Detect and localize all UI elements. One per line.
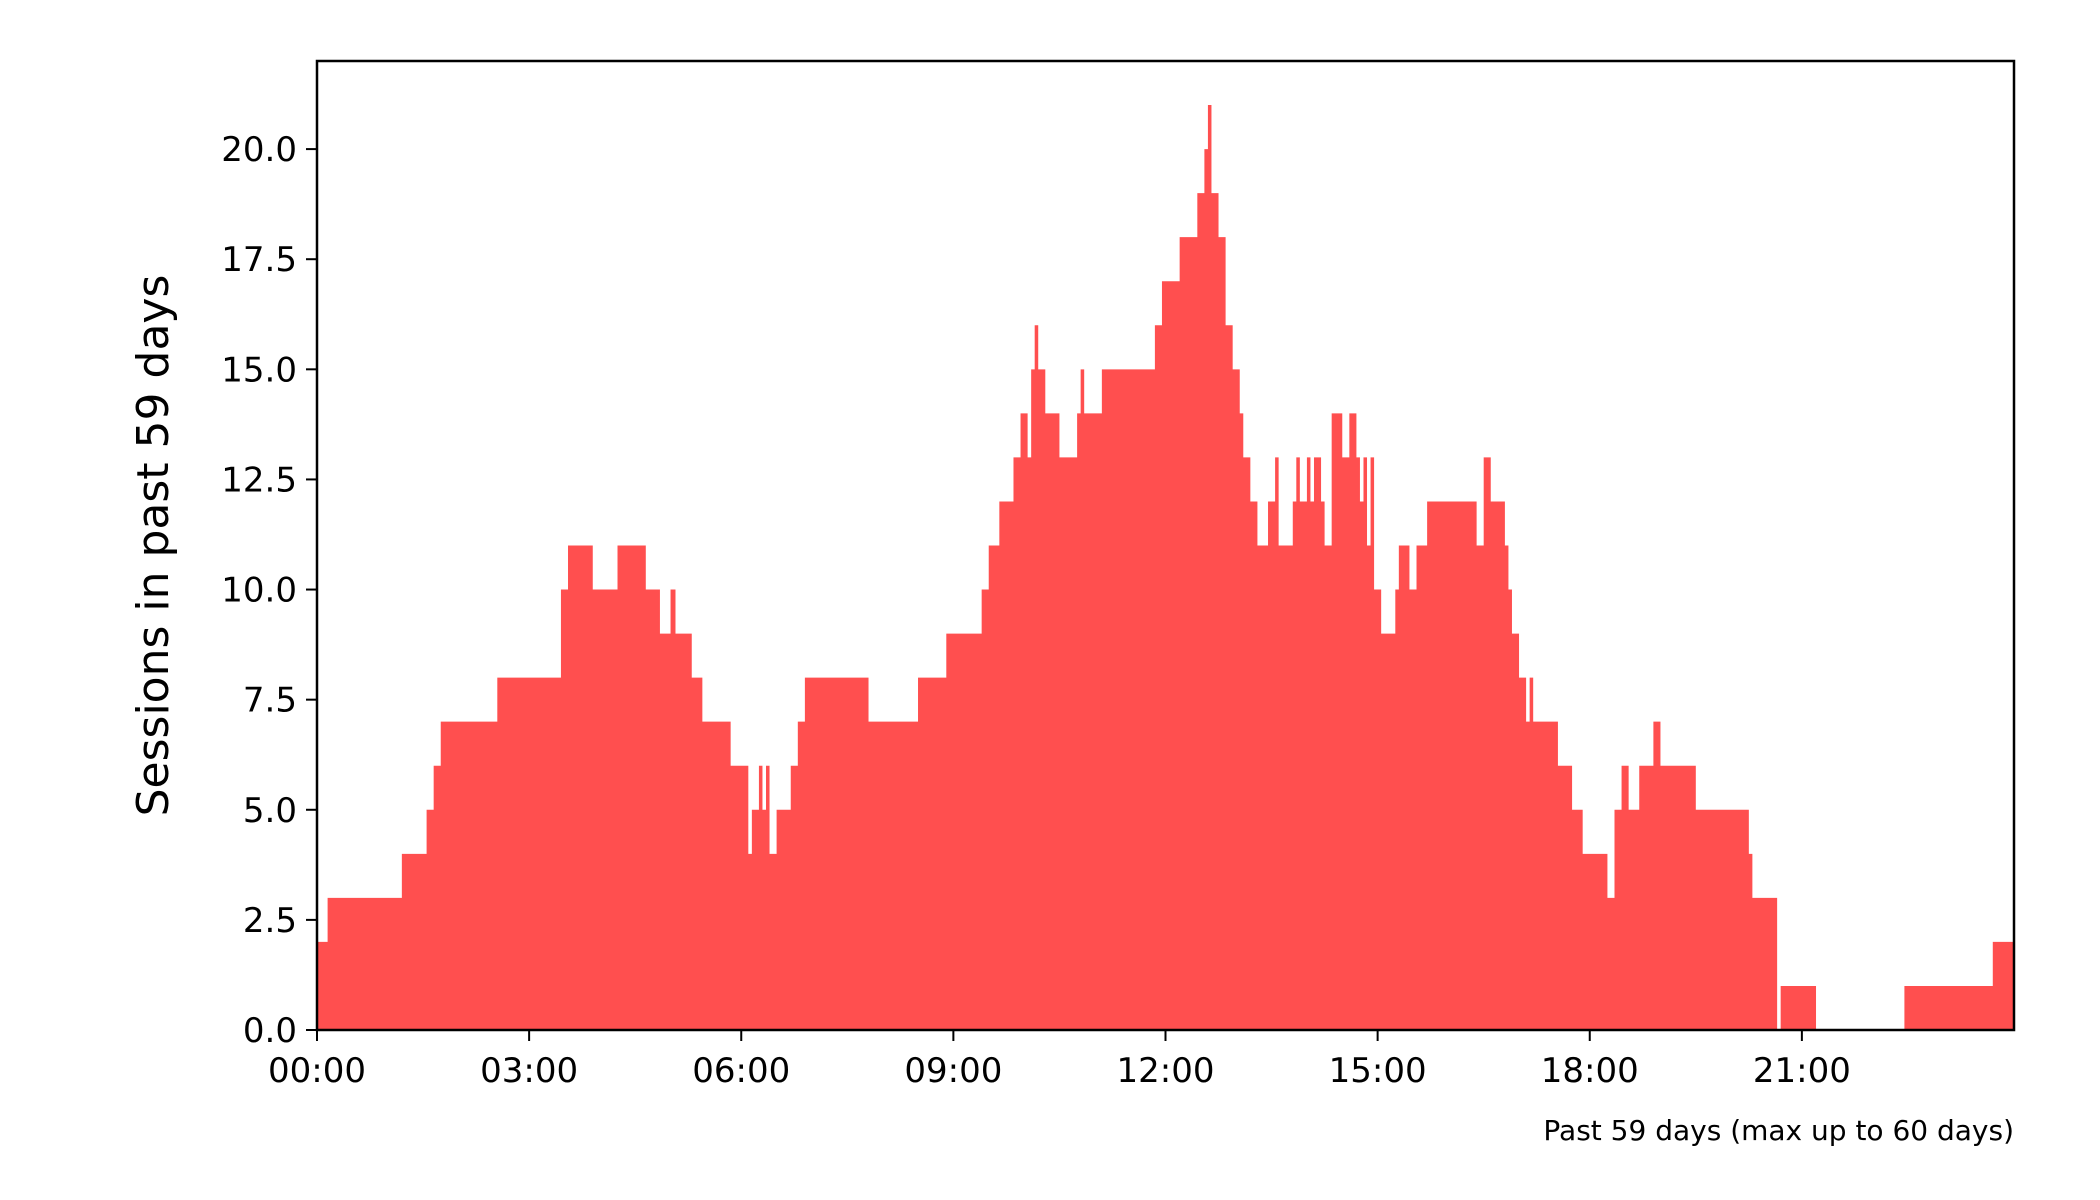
x-tick-label: 06:00: [692, 1051, 790, 1091]
y-tick-label: 12.5: [221, 460, 297, 500]
y-tick-label: 17.5: [221, 240, 297, 280]
y-axis-title: Sessions in past 59 days: [128, 275, 179, 817]
x-tick-label: 21:00: [1753, 1051, 1851, 1091]
x-tick-label: 03:00: [480, 1051, 578, 1091]
x-tick-label: 00:00: [268, 1051, 366, 1091]
y-tick-label: 0.0: [243, 1011, 297, 1051]
axes: 00:00 03:00 06:00 09:00 12:00 15:00 18:00 21:00…: [221, 59, 2016, 1091]
y-tick-label: 15.0: [221, 350, 297, 390]
y-tick-label: 7.5: [243, 681, 297, 721]
x-tick-label: 18:00: [1541, 1051, 1639, 1091]
y-tick-label: 10.0: [221, 571, 297, 611]
y-tick-label: 20.0: [221, 130, 297, 170]
x-tick-label: 15:00: [1329, 1051, 1427, 1091]
y-tick-label: 2.5: [243, 901, 297, 941]
sessions-area: [317, 105, 2014, 1030]
x-tick-label: 12:00: [1117, 1051, 1215, 1091]
plot-area: [317, 105, 2014, 1030]
x-tick-label: 09:00: [904, 1051, 1002, 1091]
x-axis-note: Past 59 days (max up to 60 days): [1543, 1114, 2014, 1147]
y-tick-label: 5.0: [243, 791, 297, 831]
